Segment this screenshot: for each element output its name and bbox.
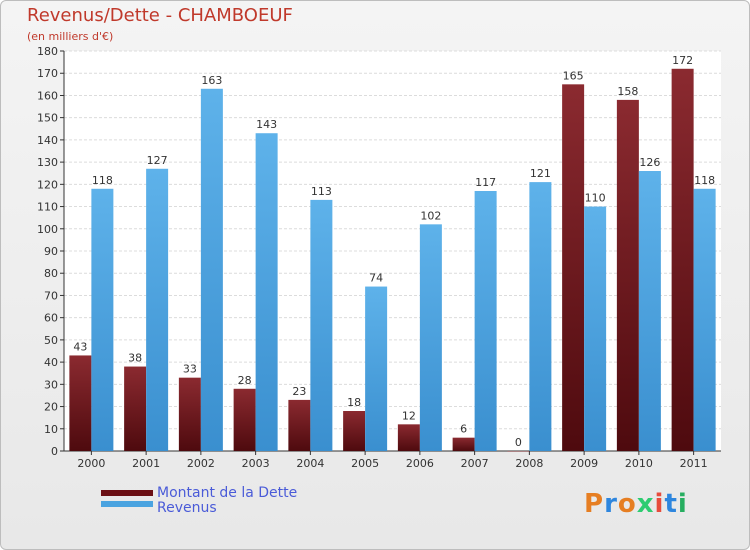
x-tick-label: 2002 [187,457,215,470]
legend-label-dette: Montant de la Dette [157,485,298,501]
value-label-dette: 28 [238,374,252,387]
logo-letter: i [654,489,665,519]
value-label-revenus: 118 [92,174,113,187]
bar-dette [397,424,420,451]
value-label-revenus: 127 [147,154,168,167]
y-tick-label: 30 [44,378,58,391]
legend-swatch-revenus [101,501,153,507]
bar-dette [343,411,366,451]
y-tick-label: 0 [51,445,58,458]
value-label-dette: 43 [73,340,87,353]
value-label-revenus: 118 [694,174,715,187]
y-tick-label: 80 [44,267,58,280]
logo-letter: x [636,489,655,519]
x-tick-label: 2010 [625,457,653,470]
y-tick-label: 70 [44,289,58,302]
value-label-revenus: 110 [585,192,606,205]
value-label-revenus: 143 [256,118,277,131]
value-label-revenus: 74 [369,272,383,285]
value-label-dette: 158 [617,85,638,98]
bar-revenus [638,171,661,451]
value-label-revenus: 121 [530,167,551,180]
bar-dette [452,437,475,451]
bar-revenus [146,168,169,451]
bar-dette [69,355,92,451]
y-tick-label: 20 [44,401,58,414]
value-label-dette: 12 [402,409,416,422]
value-label-revenus: 113 [311,185,332,198]
logo-letter: t [664,489,678,519]
value-label-revenus: 126 [639,156,660,169]
value-label-dette: 172 [672,54,693,67]
x-tick-label: 2009 [570,457,598,470]
value-label-dette: 18 [347,396,361,409]
x-tick-label: 2001 [132,457,160,470]
value-label-dette: 33 [183,363,197,376]
logo-letter: P [584,489,605,519]
value-label-revenus: 117 [475,176,496,189]
y-tick-label: 40 [44,356,58,369]
y-tick-label: 140 [37,134,58,147]
y-tick-label: 130 [37,156,58,169]
logo-letter: o [617,489,637,519]
bar-dette [507,451,530,452]
value-label-revenus: 163 [201,74,222,87]
y-tick-label: 60 [44,312,58,325]
bar-revenus [310,199,333,451]
x-tick-label: 2007 [461,457,489,470]
bar-revenus [255,133,278,451]
bar-revenus [91,188,114,451]
bar-revenus [419,224,442,451]
bar-revenus [693,188,716,451]
y-tick-label: 120 [37,178,58,191]
logo-letter: i [677,489,688,519]
value-label-dette: 165 [563,69,584,82]
chart-subtitle: (en milliers d'€) [27,30,114,43]
x-tick-label: 2005 [351,457,379,470]
y-tick-label: 50 [44,334,58,347]
y-tick-label: 170 [37,67,58,80]
bar-dette [616,99,639,451]
x-tick-label: 2011 [680,457,708,470]
bar-dette [671,68,694,452]
y-tick-label: 100 [37,223,58,236]
value-label-dette: 38 [128,352,142,365]
bar-revenus [200,88,223,452]
bar-dette [233,388,256,451]
bar-revenus [584,206,607,451]
bar-dette [288,399,311,451]
logo-letter: r [604,489,618,519]
y-tick-label: 150 [37,112,58,125]
x-tick-label: 2003 [242,457,270,470]
bar-dette [124,366,147,451]
y-tick-label: 180 [37,45,58,58]
bar-revenus [365,286,388,451]
x-tick-label: 2000 [77,457,105,470]
legend-label-revenus: Revenus [157,500,217,516]
value-label-dette: 0 [515,436,522,449]
bar-dette [178,377,201,451]
x-tick-label: 2006 [406,457,434,470]
y-tick-label: 110 [37,201,58,214]
x-tick-label: 2008 [515,457,543,470]
bar-revenus [529,182,552,451]
y-tick-label: 10 [44,423,58,436]
y-tick-label: 160 [37,89,58,102]
bar-dette [562,84,585,451]
y-tick-label: 90 [44,245,58,258]
proxiti-logo: Proxiti [584,489,688,519]
legend-swatch-dette [101,490,153,496]
value-label-revenus: 102 [420,209,441,222]
value-label-dette: 23 [292,385,306,398]
bar-revenus [474,191,497,451]
chart-title: Revenus/Dette - CHAMBOEUF [27,5,293,26]
value-label-dette: 6 [460,423,467,436]
x-tick-label: 2004 [296,457,324,470]
